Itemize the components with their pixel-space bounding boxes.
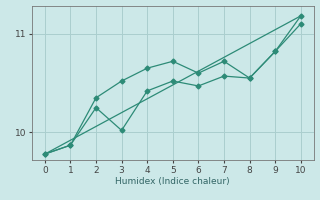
X-axis label: Humidex (Indice chaleur): Humidex (Indice chaleur) bbox=[116, 177, 230, 186]
